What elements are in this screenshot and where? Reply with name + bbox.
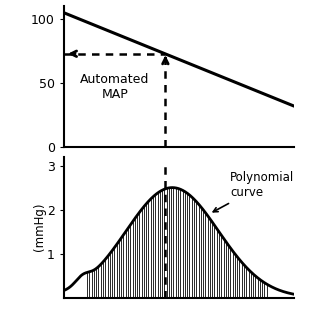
Text: Automated
MAP: Automated MAP: [80, 73, 149, 101]
Text: Polynomial
curve: Polynomial curve: [213, 172, 294, 212]
Y-axis label: (mmHg): (mmHg): [33, 203, 46, 252]
